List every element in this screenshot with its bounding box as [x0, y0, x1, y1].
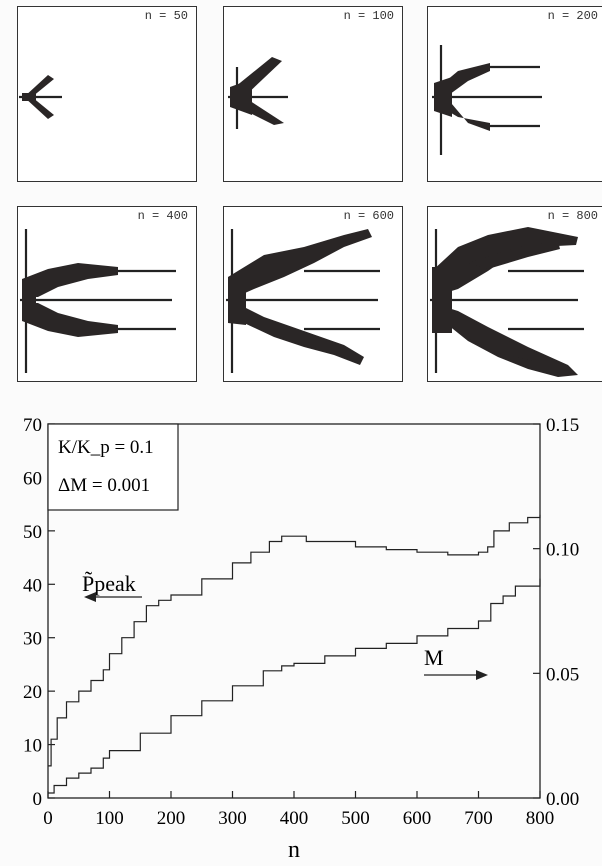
pattern-panel-n200: n = 200 — [427, 6, 602, 182]
line-chart: 0 100 200 300 400 500 600 700 800 0 10 20 30 40 50 60 70… — [23, 415, 579, 863]
y-left-tick-label: 10 — [23, 736, 42, 757]
y-right-tick-label: 0.05 — [546, 664, 579, 685]
pattern-drawing — [228, 57, 288, 129]
panel-label: n = 200 — [547, 9, 598, 23]
y-left-tick-label: 50 — [23, 522, 42, 543]
series-p-peak-line — [48, 514, 541, 767]
y-left-tick-label: 20 — [23, 682, 42, 703]
m-annotation: M — [424, 645, 444, 670]
pattern-drawing — [430, 227, 584, 377]
legend-frame — [47, 423, 179, 511]
p-peak-arrowhead — [84, 592, 96, 602]
x-tick-label: 700 — [464, 808, 493, 829]
pattern-drawing — [432, 45, 542, 155]
pattern-drawing — [19, 75, 62, 119]
pattern-drawing — [20, 229, 176, 373]
x-tick-label: 600 — [403, 808, 432, 829]
y-left-tick-label: 40 — [23, 575, 42, 596]
pattern-panel-n50: n = 50 — [17, 6, 197, 182]
panel-label: n = 100 — [343, 9, 394, 23]
y-left-tick-label: 30 — [23, 629, 42, 650]
panel-label: n = 600 — [343, 209, 394, 223]
y-left-tick-label: 60 — [23, 468, 42, 489]
legend-ratio-text: K/K_p = 0.1 — [58, 437, 154, 458]
pattern-panel-n800: n = 800 — [427, 206, 602, 382]
pattern-panel-n100: n = 100 — [223, 6, 403, 182]
x-tick-label: 800 — [526, 808, 555, 829]
axis-ticks: 0 100 200 300 400 500 600 700 800 0 10 20 30 40 50 60 70… — [23, 415, 579, 829]
pattern-drawing — [226, 229, 380, 373]
panel-label: n = 400 — [137, 209, 188, 223]
pattern-panel-n400: n = 400 — [17, 206, 197, 382]
x-tick-label: 300 — [218, 808, 247, 829]
panel-label: n = 50 — [144, 9, 188, 23]
x-tick-label: 400 — [280, 808, 309, 829]
x-tick-label: 0 — [43, 808, 53, 829]
legend-box: K/K_p = 0.1 ΔM = 0.001 — [47, 423, 179, 511]
y-left-tick-label: 70 — [23, 415, 42, 436]
x-axis-label: n — [288, 837, 300, 863]
x-tick-label: 200 — [157, 808, 186, 829]
m-arrowhead — [476, 670, 488, 680]
series-m-line — [48, 578, 541, 794]
y-left-tick-label: 0 — [33, 789, 43, 810]
y-right-tick-label: 0.10 — [546, 540, 579, 561]
x-tick-label: 500 — [341, 808, 370, 829]
legend-delta-text: ΔM = 0.001 — [58, 475, 150, 496]
p-peak-annotation: P̃peak — [82, 571, 136, 596]
x-tick-label: 100 — [95, 808, 124, 829]
y-right-tick-label: 0.15 — [546, 415, 579, 436]
y-right-tick-label: 0.00 — [546, 789, 579, 810]
panel-label: n = 800 — [547, 209, 598, 223]
series-group — [48, 514, 541, 794]
pattern-panel-n600: n = 600 — [223, 206, 403, 382]
